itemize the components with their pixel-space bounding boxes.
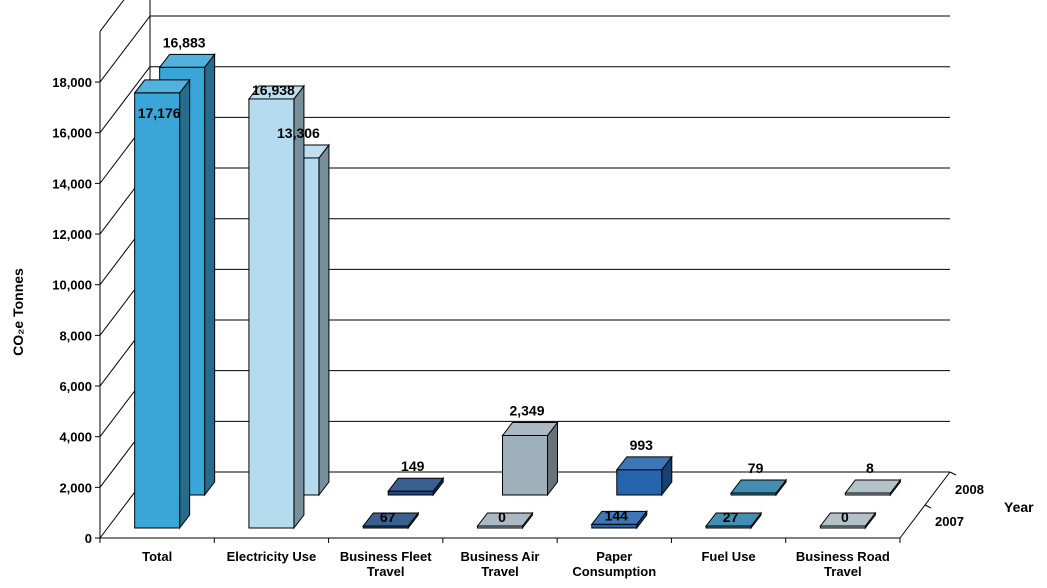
y-tick-label: 16,000 [52,126,92,141]
data-label-2007: 0 [498,509,506,525]
data-label-2008: 2,349 [509,402,544,418]
category-label: Travel [367,564,405,579]
y-tick-label: 18,000 [52,75,92,90]
bar-2008-top [615,456,673,471]
bar-2008 [502,434,548,496]
bar-2008-top [387,477,445,492]
y-tick-label: 8,000 [59,328,92,343]
y-tick-label: 10,000 [52,278,92,293]
bar-2007 [819,525,866,529]
bar-2008 [616,469,663,496]
category-label: Total [142,549,172,564]
category-label: Paper [596,549,632,564]
bar-2007-top [133,79,191,94]
data-label-2008: 13,306 [277,125,320,141]
data-label-2007: 17,176 [138,105,181,121]
bar-2008-top [501,421,559,436]
category-label: Business Air [461,549,540,564]
y-axis-label: CO₂e Tonnes [10,268,26,356]
data-label-2007: 67 [380,509,396,525]
data-label-2008: 149 [401,458,425,474]
bar-2007 [591,523,638,529]
bar-2008-side [204,52,216,497]
category-label: Consumption [572,564,656,579]
bar-2008 [844,492,891,496]
bar-2007 [477,525,523,529]
data-label-2008: 79 [748,460,764,476]
bar-2007 [362,525,409,529]
y-tick-label: 14,000 [52,176,92,191]
bar-2008-top [844,479,902,494]
data-label-2008: 8 [866,460,874,476]
depth-tick-mark [949,471,957,476]
bar-2007-side [179,78,191,530]
category-label: Business Fleet [340,549,432,564]
data-label-2008: 16,883 [163,34,206,50]
depth-tick-mark [924,504,932,509]
gridline-side [99,15,151,83]
label-layer: 0 2,000 4,000 6,000 8,000 10,000 12,000 14,000 1… [52,34,890,579]
gridline-side [99,0,125,32]
bar-2008 [387,490,434,496]
bar-2007 [705,525,752,529]
category-label: Business Road [796,549,890,564]
bar-2008 [730,492,777,496]
bar-2008-top [730,479,788,494]
series-name-2008: 2008 [955,482,984,497]
y-tick-label: 4,000 [59,430,92,445]
category-label: Travel [481,564,519,579]
depth-axis-label: Year [1004,499,1034,515]
bar-2007 [248,98,295,529]
data-label-2007: 0 [841,509,849,525]
bar-2007 [134,92,181,529]
y-tick-label: 12,000 [52,227,92,242]
category-label: Fuel Use [701,549,755,564]
bar-layer [133,52,902,530]
bar-2008-side [318,143,330,497]
data-label-2007: 16,938 [252,82,295,98]
y-tick-label: 6,000 [59,379,92,394]
bar-2007-side [293,84,305,530]
gridline-side [99,66,151,134]
data-label-2007: 144 [605,507,629,523]
category-label: Travel [824,564,862,579]
bar-2008-top [158,53,216,68]
y-tick-label: 0 [85,531,92,546]
data-label-2008: 993 [630,437,654,453]
category-label: Electricity Use [227,549,317,564]
y-tick-label: 2,000 [59,480,92,495]
series-name-2007: 2007 [935,514,964,529]
data-label-2007: 27 [723,509,739,525]
